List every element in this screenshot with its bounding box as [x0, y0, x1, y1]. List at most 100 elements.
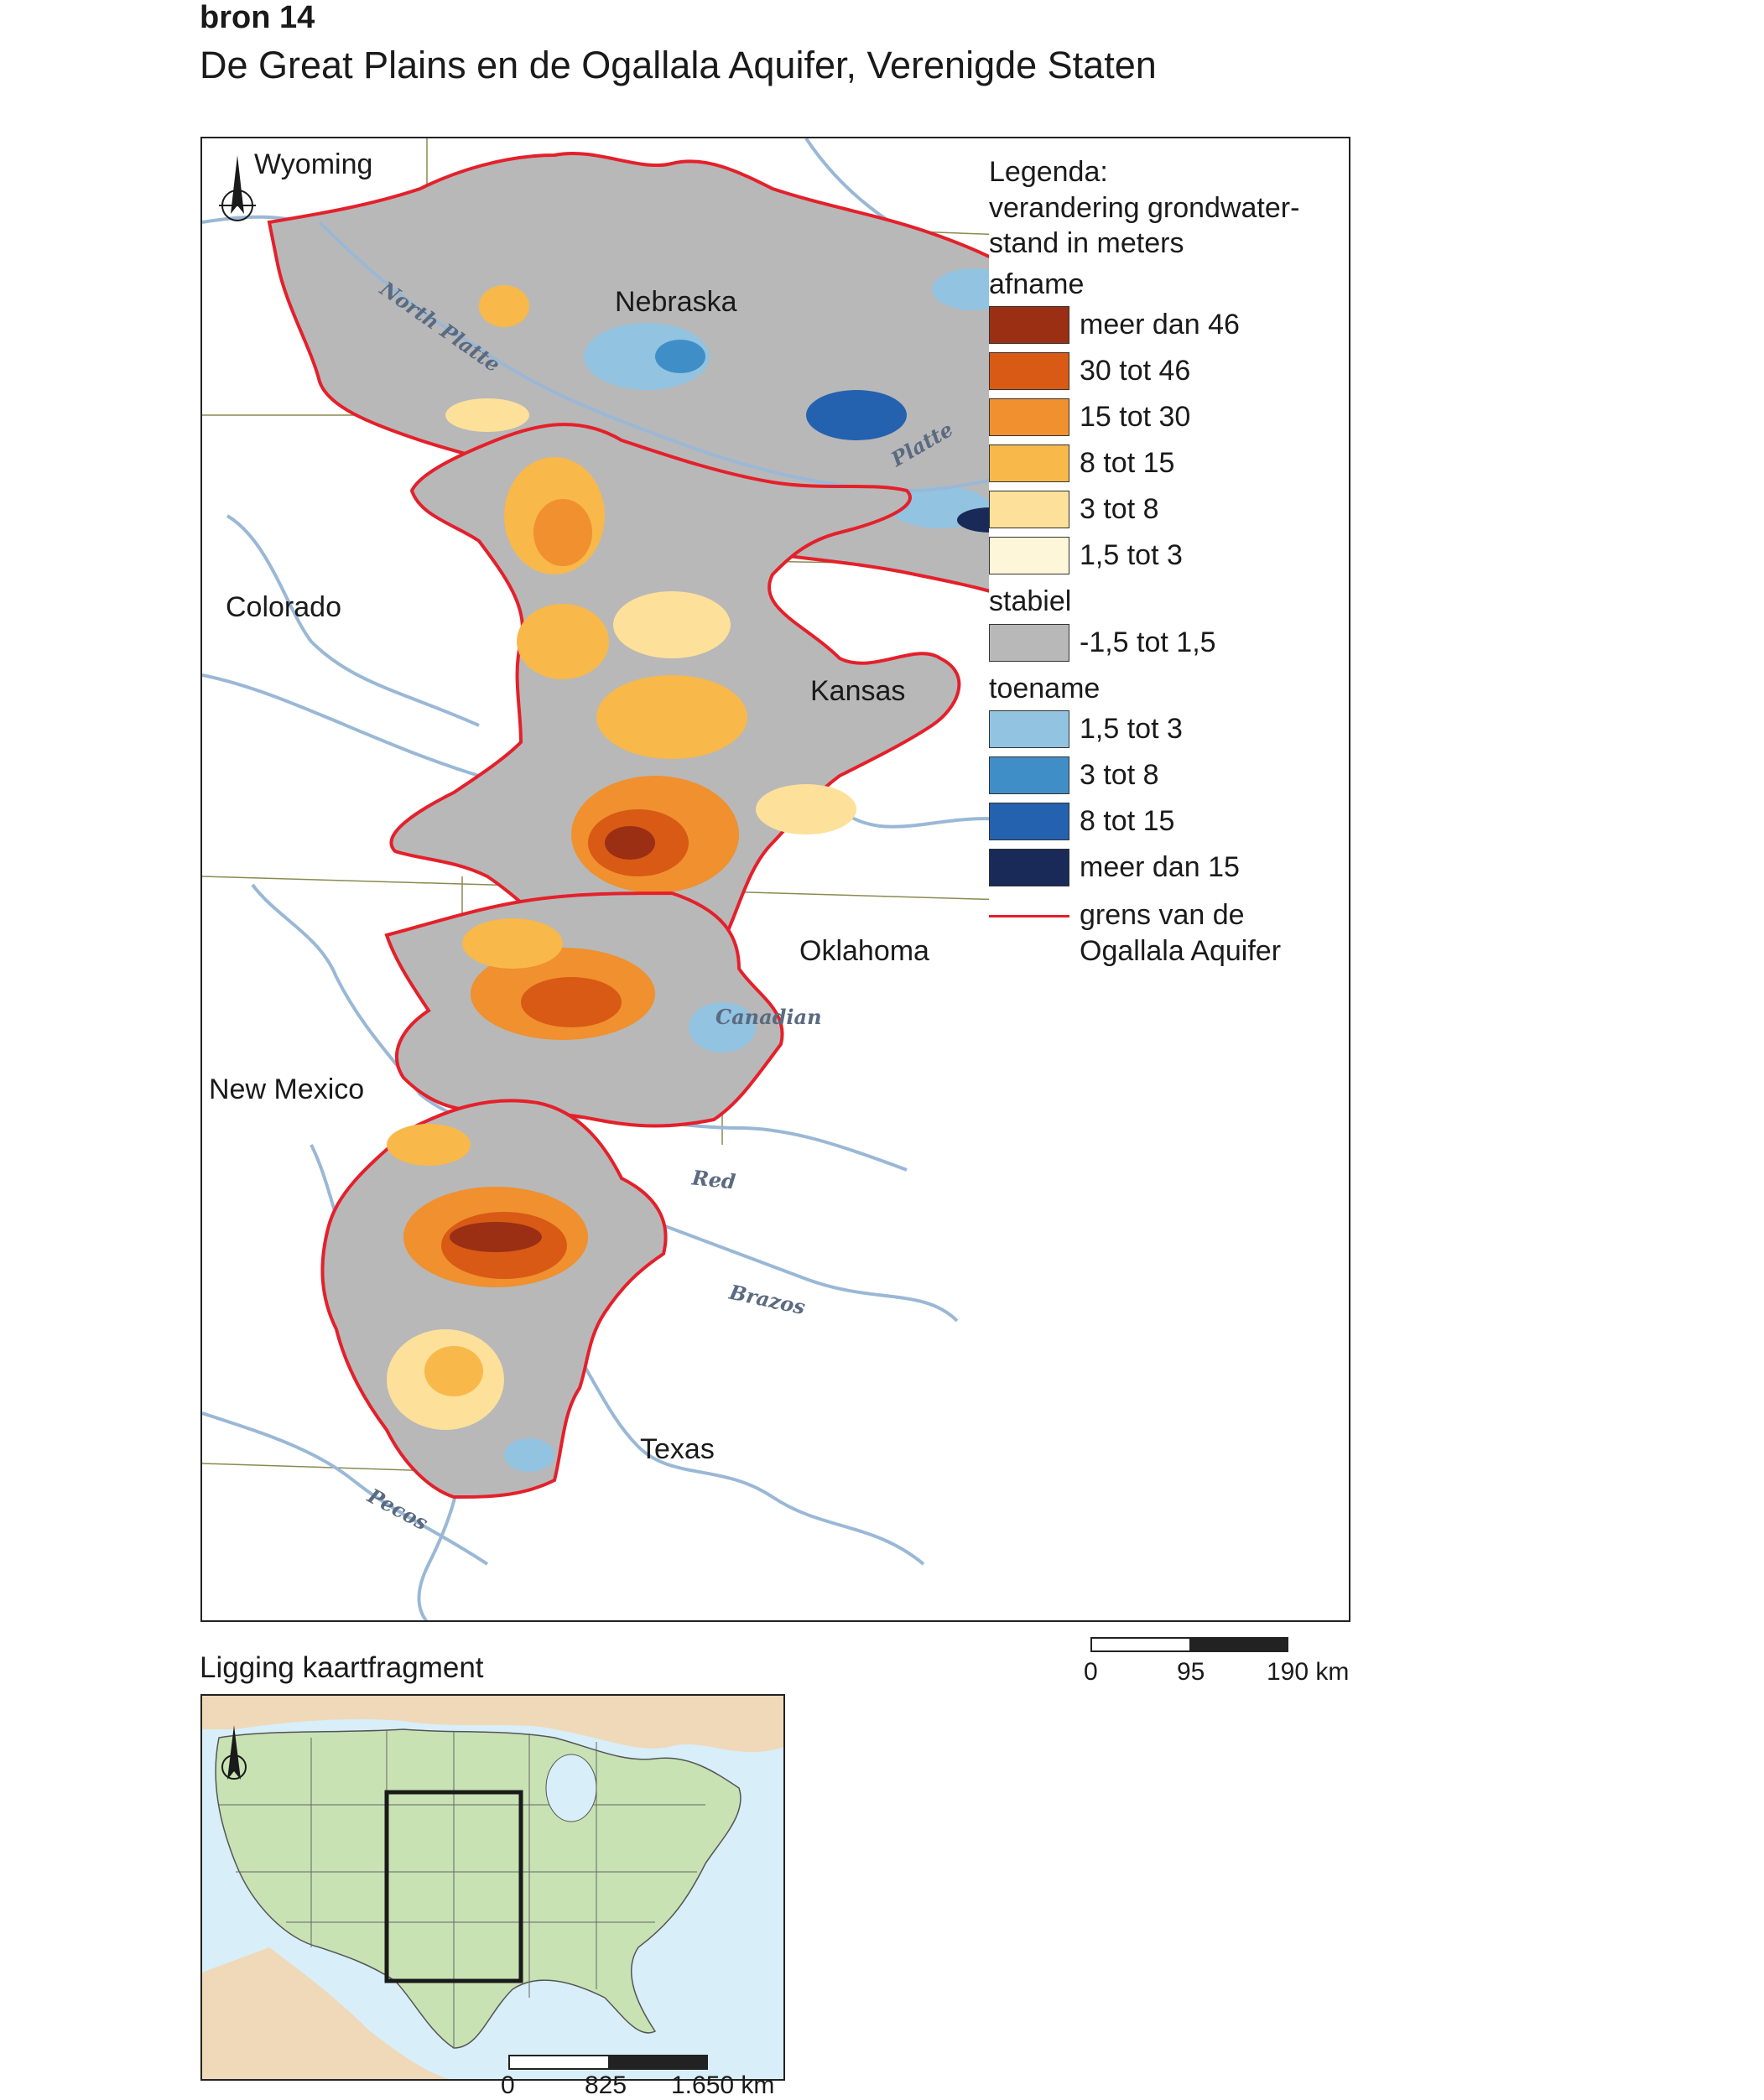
- legend-boundary-line: [989, 915, 1069, 917]
- decline-patch-18: [450, 1222, 542, 1252]
- aquifer-panhandle-lobe: [384, 891, 784, 1128]
- state-label-texas: Texas: [640, 1433, 715, 1465]
- legend-item-label: 15 tot 30: [1080, 401, 1191, 434]
- scalebar-white-segment: [1092, 1639, 1189, 1650]
- inset-canada: [202, 1696, 783, 1752]
- scalebar-black-segment: [1189, 1639, 1287, 1650]
- page-title: De Great Plains en de Ogallala Aquifer, …: [200, 44, 1157, 86]
- decline-patch-15: [462, 918, 563, 969]
- main-scale-label-0: 0: [1084, 1658, 1098, 1686]
- state-label-new-mexico: New Mexico: [209, 1073, 365, 1105]
- legend-item-label: 3 tot 8: [1080, 759, 1159, 792]
- inset-caption: Ligging kaartfragment: [200, 1651, 484, 1684]
- state-label-colorado: Colorado: [226, 591, 341, 623]
- inset-scale-label-0: 0: [501, 2071, 515, 2099]
- main-scalebar: [1090, 1637, 1288, 1652]
- legend-item-label: meer dan 46: [1080, 309, 1240, 341]
- legend-row: 15 tot 30: [989, 394, 1349, 440]
- decline-patch-7: [613, 591, 731, 658]
- legend-title-3: stand in meters: [989, 227, 1184, 259]
- legend-stable-label: stabiel: [989, 585, 1072, 617]
- river-label-red: Red: [690, 1165, 737, 1194]
- legend-title-2: verandering grondwater-: [989, 191, 1300, 224]
- legend-item-label: -1,5 tot 1,5: [1080, 626, 1216, 658]
- aquifer-texas-lobe: [320, 1099, 668, 1500]
- legend-title-1: Legenda:: [989, 156, 1108, 188]
- inset-map: [200, 1694, 785, 2081]
- inset-drawing: [202, 1696, 783, 2079]
- legend-row: 1,5 tot 3: [989, 533, 1349, 579]
- decline-patch-20: [424, 1346, 483, 1396]
- legend-row: 30 tot 46: [989, 348, 1349, 394]
- texas-lobe-shape: [320, 1099, 668, 1500]
- legend-row: -1,5 tot 1,5: [989, 620, 1349, 666]
- aquifer-kansas-lobe: [389, 423, 961, 945]
- legend-swatch: [989, 849, 1069, 886]
- legend-item-label: 1,5 tot 3: [1080, 713, 1183, 746]
- legend-increase-label: toename: [989, 672, 1101, 704]
- legend-swatch: [989, 444, 1069, 482]
- increase-patch-2: [655, 340, 705, 373]
- legend-swatch: [989, 756, 1069, 794]
- southwest-river: [202, 1411, 489, 1566]
- map-drawing: [202, 138, 1349, 1620]
- legend-swatch: [989, 710, 1069, 748]
- legend-row: meer dan 46: [989, 302, 1349, 348]
- legend-row: 1,5 tot 3: [989, 706, 1349, 752]
- source-label: bron 14: [200, 0, 315, 35]
- inset-scalebar-black: [608, 2056, 706, 2068]
- legend-row: meer dan 15: [989, 845, 1349, 891]
- legend-row: 8 tot 15: [989, 798, 1349, 845]
- legend: Legenda: verandering grondwater- stand i…: [989, 154, 1349, 969]
- inset-scale-label-1: 825: [585, 2071, 627, 2099]
- inset-great-lakes: [545, 1754, 597, 1822]
- decline-patch-5: [533, 499, 592, 566]
- legend-row: 8 tot 15: [989, 440, 1349, 486]
- decline-patch-3: [445, 398, 529, 432]
- increase-patch-3: [806, 390, 907, 440]
- main-map: Wyoming Nebraska Colorado Kansas Oklahom…: [200, 137, 1350, 1622]
- state-label-wyoming: Wyoming: [254, 148, 373, 180]
- decline-patch-12: [756, 784, 856, 834]
- increase-patch-7: [689, 1002, 756, 1053]
- legend-swatch: [989, 537, 1069, 574]
- inset-mexico: [202, 1947, 450, 2079]
- state-label-oklahoma: Oklahoma: [799, 935, 929, 967]
- inset-scalebar-white: [510, 2056, 608, 2068]
- inset-extent-box: [384, 1790, 523, 1983]
- legend-swatch: [989, 491, 1069, 528]
- legend-item-label: 8 tot 15: [1080, 447, 1175, 480]
- legend-boundary-label-1: grens van de: [1080, 899, 1245, 931]
- legend-boundary-label-2: Ogallala Aquifer: [1080, 934, 1282, 967]
- legend-item-label: 8 tot 15: [1080, 805, 1175, 838]
- inset-scalebar: [508, 2055, 708, 2070]
- legend-item-label: 3 tot 8: [1080, 493, 1159, 526]
- legend-row: 3 tot 8: [989, 752, 1349, 798]
- inset-usa: [215, 1728, 742, 2049]
- inset-scale-label-2: 1.650 km: [671, 2071, 775, 2099]
- decline-patch-6: [517, 604, 609, 679]
- legend-swatch: [989, 623, 1069, 662]
- legend-swatch: [989, 803, 1069, 840]
- decline-patch-14: [521, 977, 622, 1027]
- state-label-nebraska: Nebraska: [615, 286, 737, 318]
- inset-north-arrow-icon: [221, 1725, 247, 1780]
- increase-patch-8: [504, 1438, 554, 1472]
- legend-boundary-row: grens van de Ogallala Aquifer: [989, 897, 1349, 969]
- main-scale-label-1: 95: [1177, 1658, 1205, 1686]
- brazos-river: [553, 1319, 925, 1566]
- decline-patch-1: [479, 285, 529, 327]
- decline-patch-11: [605, 826, 655, 860]
- legend-item-label: 30 tot 46: [1080, 355, 1191, 387]
- legend-swatch: [989, 306, 1069, 344]
- legend-item-label: 1,5 tot 3: [1080, 539, 1183, 572]
- main-scale-label-2: 190 km: [1267, 1658, 1350, 1686]
- legend-row: 3 tot 8: [989, 486, 1349, 533]
- increase-patch-1: [584, 323, 710, 390]
- colorado-river-a: [226, 514, 480, 727]
- legend-swatch: [989, 398, 1069, 436]
- legend-swatch: [989, 352, 1069, 390]
- legend-decrease-label: afname: [989, 268, 1085, 300]
- decline-patch-8: [596, 675, 747, 759]
- state-label-kansas: Kansas: [810, 675, 906, 707]
